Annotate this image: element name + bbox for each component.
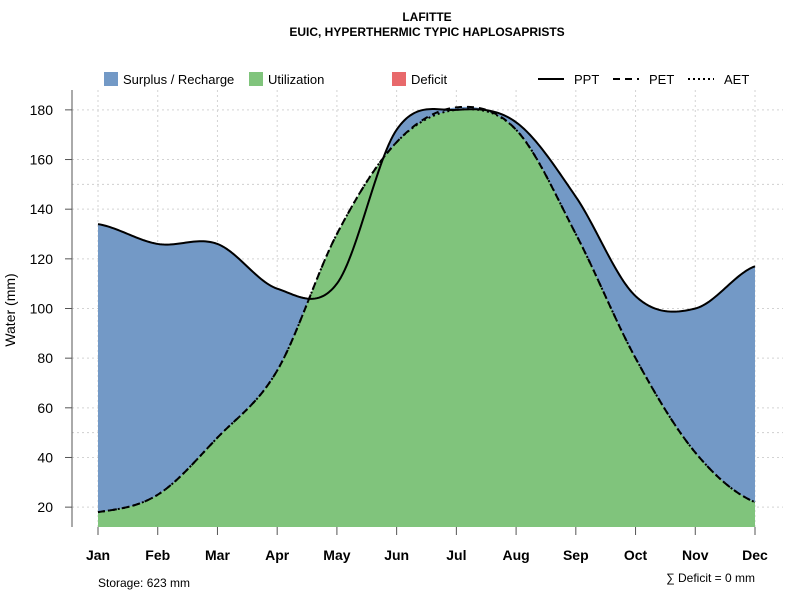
legend-label-surplus-recharge: Surplus / Recharge (123, 72, 234, 87)
y-tick-label-20: 20 (37, 499, 53, 515)
x-tick-label-dec: Dec (742, 547, 768, 563)
x-tick-label-apr: Apr (265, 547, 290, 563)
axes-layer: 20 40 60 80 100 120 140 160 180 Jan Feb Mar Apr May Ju… (30, 90, 768, 563)
series-line-ppt (97, 108, 756, 313)
legend-label-ppt: PPT (574, 72, 599, 87)
y-tick-label-40: 40 (37, 449, 53, 465)
deficit-note: ∑ Deficit = 0 mm (666, 571, 755, 585)
x-tick-label-aug: Aug (502, 547, 529, 563)
x-tick-label-mar: Mar (205, 547, 230, 563)
y-tick-label-60: 60 (37, 400, 53, 416)
x-tick-label-oct: Oct (624, 547, 648, 563)
series-lines (97, 105, 756, 514)
y-tick-label-80: 80 (37, 350, 53, 366)
utilization-area (98, 109, 755, 528)
x-tick-label-jun: Jun (384, 547, 409, 563)
x-tick-label-nov: Nov (682, 547, 709, 563)
legend: Surplus / Recharge Utilization Deficit PPT P… (104, 72, 749, 87)
x-tick-label-feb: Feb (145, 547, 170, 563)
legend-swatch-utilization (249, 72, 263, 86)
storage-note: Storage: 623 mm (98, 576, 190, 590)
legend-label-utilization: Utilization (268, 72, 324, 87)
x-tick-label-jul: Jul (446, 547, 466, 563)
y-axis-label: Water (mm) (2, 273, 18, 346)
legend-label-deficit: Deficit (411, 72, 448, 87)
series-line-pet (97, 105, 756, 514)
series-line-aet (97, 108, 756, 514)
y-tick-label-180: 180 (30, 102, 54, 118)
area-layer (98, 106, 755, 528)
y-tick-label-140: 140 (30, 201, 54, 217)
x-tick-label-jan: Jan (86, 547, 110, 563)
legend-label-pet: PET (649, 72, 674, 87)
legend-label-aet: AET (724, 72, 749, 87)
y-tick-label-120: 120 (30, 251, 54, 267)
x-tick-label-may: May (323, 547, 350, 563)
legend-swatch-deficit (392, 72, 406, 86)
chart-subtitle: EUIC, HYPERTHERMIC TYPIC HAPLOSAPRISTS (289, 25, 564, 39)
y-tick-label-160: 160 (30, 152, 54, 168)
chart-title: LAFITTE (402, 10, 451, 24)
y-tick-label-100: 100 (30, 301, 54, 317)
x-tick-label-sep: Sep (563, 547, 589, 563)
legend-swatch-surplus-recharge (104, 72, 118, 86)
